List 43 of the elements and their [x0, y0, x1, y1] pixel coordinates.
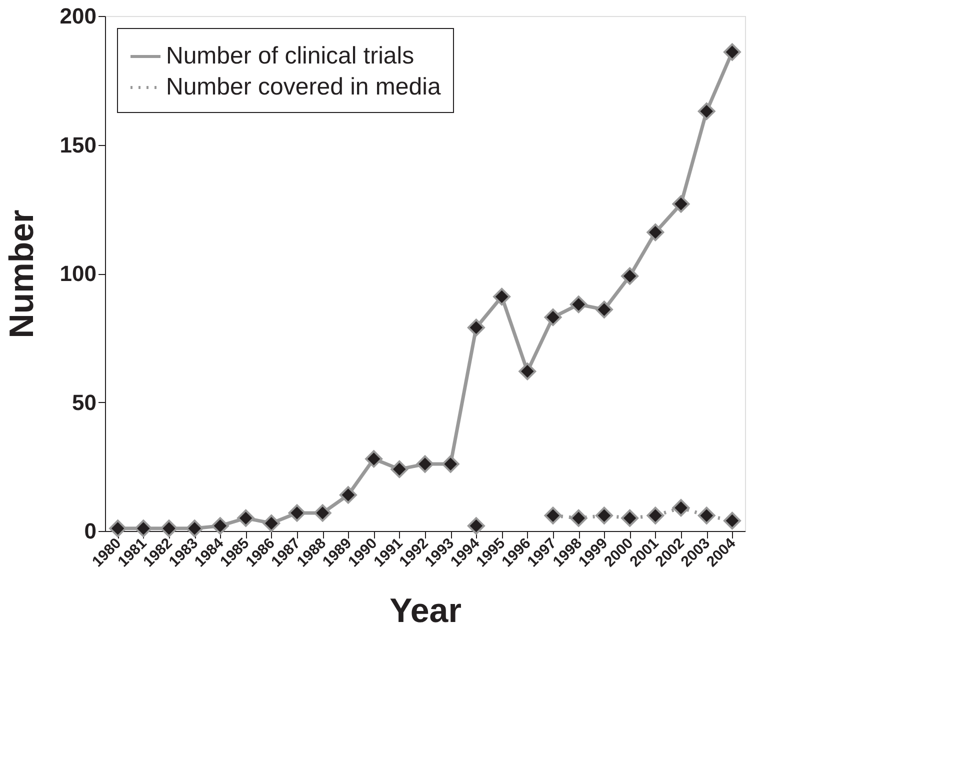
point: [621, 509, 639, 527]
y-tick-label: 50: [72, 390, 96, 415]
y-tick-label: 200: [60, 4, 96, 28]
point: [544, 308, 562, 326]
point: [442, 455, 460, 473]
point: [493, 288, 511, 306]
legend-label: Number of clinical trials: [166, 42, 414, 70]
point: [723, 43, 741, 61]
point: [416, 455, 434, 473]
point: [646, 224, 664, 242]
y-tick-label: 0: [84, 518, 96, 544]
point: [698, 102, 716, 120]
point: [570, 296, 588, 314]
point: [621, 267, 639, 285]
point: [262, 514, 280, 532]
point: [314, 504, 332, 522]
point: [672, 195, 690, 213]
point: [134, 520, 152, 538]
point: [160, 520, 178, 538]
point: [595, 506, 613, 524]
point: [595, 300, 613, 318]
point: [698, 506, 716, 524]
point: [723, 512, 741, 530]
legend-label: Number covered in media: [166, 74, 442, 100]
point: [390, 460, 408, 478]
point: [467, 318, 485, 336]
point: [339, 486, 357, 504]
y-tick-label: 100: [60, 261, 96, 286]
point: [109, 520, 127, 538]
point: [518, 362, 536, 380]
point: [211, 517, 229, 535]
point: [288, 504, 306, 522]
point: [672, 499, 690, 517]
point: [237, 509, 255, 527]
point: [646, 506, 664, 524]
y-axis-title: Number: [2, 210, 41, 338]
point: [544, 506, 562, 524]
point: [467, 517, 485, 535]
y-tick-label: 150: [60, 132, 96, 158]
x-axis-title: Year: [390, 592, 462, 630]
point: [365, 450, 383, 468]
point: [186, 520, 204, 538]
point: [570, 509, 588, 527]
